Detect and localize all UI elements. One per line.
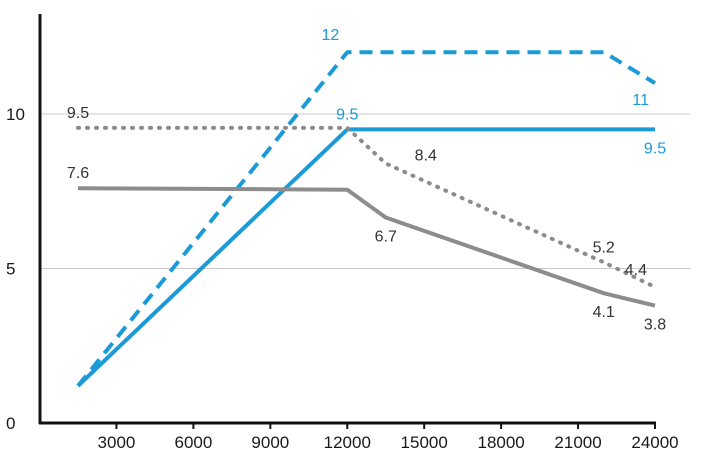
data-label-s4-4: 4.4 — [625, 262, 647, 279]
axes — [38, 14, 656, 429]
x-tick-label-18000: 18000 — [477, 433, 524, 452]
data-label-s3-4: 3.8 — [644, 317, 666, 334]
data-label-s1-2: 9.5 — [644, 140, 666, 157]
series-line-3-solid — [77, 186, 656, 308]
x-tick-label-15000: 15000 — [401, 433, 448, 452]
y-tick-label-5: 5 — [6, 260, 15, 279]
x-tick-label-12000: 12000 — [324, 433, 371, 452]
series-lines — [76, 50, 657, 388]
series-line-2-dashed — [76, 50, 657, 388]
data-label-s4-1: 9.5 — [67, 105, 89, 122]
data-label-s1-1: 9.5 — [336, 106, 358, 123]
x-tick-label-21000: 21000 — [554, 433, 601, 452]
series-line-1-solid — [76, 127, 655, 388]
x-tick-label-3000: 3000 — [98, 433, 136, 452]
series-line-4-dotted — [76, 125, 657, 289]
data-labels: 9.5 9.5 12 11 7.6 6.7 4.1 3.8 9.5 8.4 5.2 4.4 — [67, 27, 666, 333]
tick-labels: 3000 6000 9000 12000 15000 18000 21000 24000 0 5 1… — [6, 105, 679, 452]
data-label-s4-3: 5.2 — [593, 239, 615, 256]
y-tick-label-0: 0 — [6, 414, 15, 433]
x-tick-label-24000: 24000 — [631, 433, 678, 452]
grid-lines — [40, 113, 690, 269]
data-label-s3-2: 6.7 — [375, 229, 397, 246]
data-label-s2-1: 12 — [321, 27, 339, 44]
data-label-s3-3: 4.1 — [593, 304, 615, 321]
data-label-s3-1: 7.6 — [67, 165, 89, 182]
x-tick-label-6000: 6000 — [174, 433, 212, 452]
y-tick-label-10: 10 — [6, 105, 25, 124]
data-label-s4-2: 8.4 — [415, 147, 437, 164]
data-label-s2-2: 11 — [632, 92, 649, 109]
x-tick-label-9000: 9000 — [251, 433, 289, 452]
